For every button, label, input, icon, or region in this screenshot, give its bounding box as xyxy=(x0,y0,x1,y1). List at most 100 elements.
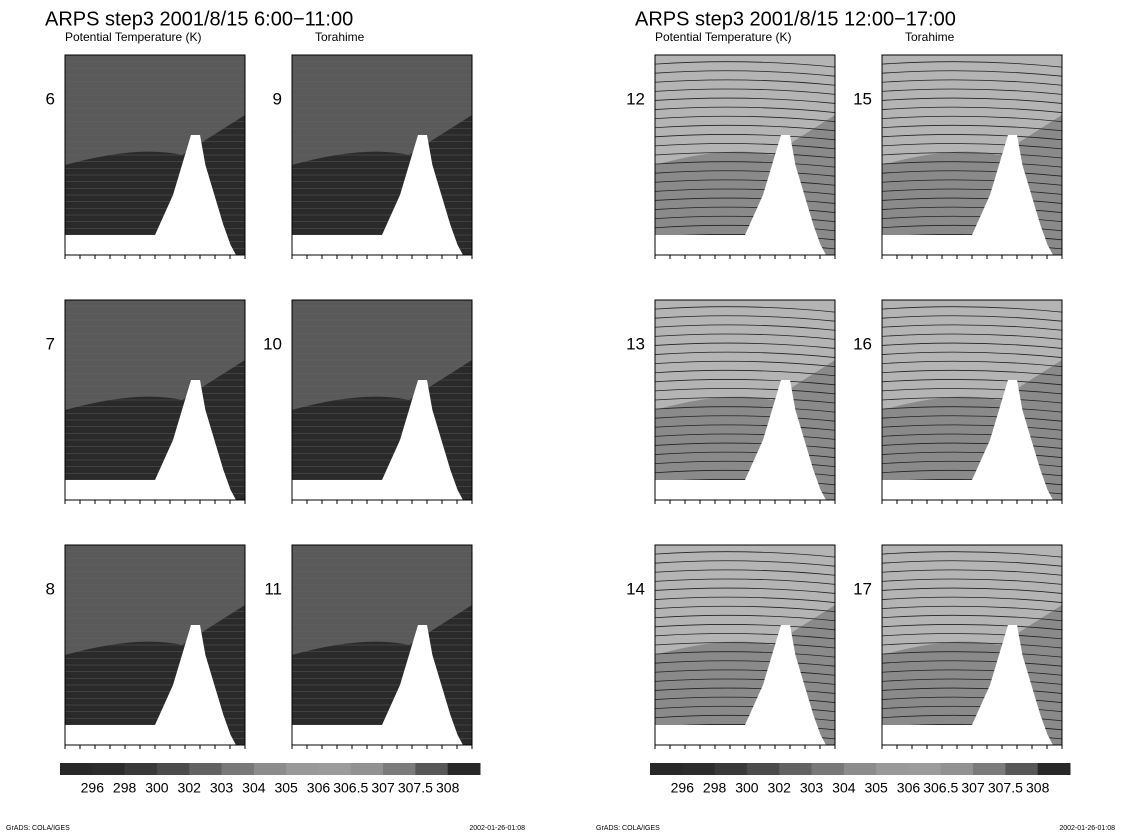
contour-line xyxy=(654,88,836,95)
contour-line xyxy=(654,315,836,322)
contour-line xyxy=(654,179,836,186)
contour-line xyxy=(881,152,1063,159)
contour-line xyxy=(654,451,836,458)
terrain xyxy=(65,625,236,745)
contour-line xyxy=(881,79,1063,86)
contour-line xyxy=(654,324,836,331)
contour-line xyxy=(654,351,836,358)
contour-line xyxy=(654,578,836,585)
contour-line xyxy=(654,306,836,313)
contour-line xyxy=(654,587,836,594)
colorbar-label: 307 xyxy=(961,780,985,796)
colorbar-cell xyxy=(447,763,481,775)
colorbar-label: 303 xyxy=(800,780,824,796)
contour-line xyxy=(654,424,836,431)
contour-line xyxy=(881,678,1063,685)
contour-line xyxy=(881,705,1063,713)
contour-line xyxy=(654,342,836,349)
contour-line xyxy=(881,397,1063,404)
contour-line xyxy=(654,633,836,640)
panel-column-label: Torahime xyxy=(905,30,955,44)
colorbar-label: 303 xyxy=(210,780,234,796)
footer-right: 2002-01-26-01:08 xyxy=(469,825,525,832)
colorbar-label: 305 xyxy=(274,780,298,796)
terrain xyxy=(292,135,463,255)
contour-line xyxy=(881,624,1063,631)
contour-line xyxy=(881,143,1063,150)
contour-line xyxy=(881,188,1063,195)
contour-line xyxy=(654,678,836,685)
panel-number: 14 xyxy=(626,579,645,598)
colorbar-label: 300 xyxy=(145,780,169,796)
contour-line xyxy=(881,406,1063,413)
contour-line xyxy=(881,124,1063,132)
contour-line xyxy=(881,660,1063,667)
contour-line xyxy=(881,315,1063,322)
contour-line xyxy=(654,596,836,603)
contour-line xyxy=(881,442,1063,449)
colorbar-label: 306.5 xyxy=(333,780,368,796)
colorbar-label: 304 xyxy=(832,780,856,796)
contour-line xyxy=(881,88,1063,95)
panel-column-label: Potential Temperature (K) xyxy=(655,30,792,44)
contour-line xyxy=(654,624,836,631)
contour-line xyxy=(654,124,836,132)
contour-line xyxy=(881,134,1063,141)
contour-line xyxy=(881,460,1063,468)
colorbar-label: 298 xyxy=(113,780,137,796)
colorbar-cell xyxy=(92,763,126,775)
contour-line xyxy=(654,433,836,440)
footer-left: GrADS: COLA/IGES xyxy=(596,825,660,832)
contour-line xyxy=(654,669,836,676)
contour-line xyxy=(881,451,1063,458)
colorbar-label: 307.5 xyxy=(988,780,1023,796)
colorbar-label: 308 xyxy=(436,780,460,796)
colorbar-cell xyxy=(124,763,158,775)
contour-line xyxy=(881,578,1063,585)
contour-line xyxy=(881,633,1063,640)
contour-line xyxy=(654,605,836,613)
contour-line xyxy=(881,106,1063,113)
terrain xyxy=(882,380,1053,500)
colorbar-label: 306.5 xyxy=(923,780,958,796)
colorbar-label: 307 xyxy=(371,780,395,796)
contour-line xyxy=(654,61,836,68)
contour-line xyxy=(881,306,1063,313)
colorbar-cell xyxy=(189,763,223,775)
terrain xyxy=(292,380,463,500)
contour-line xyxy=(654,206,836,213)
contour-line xyxy=(881,360,1063,368)
contour-line xyxy=(654,333,836,340)
colorbar-label: 302 xyxy=(178,780,202,796)
contour-line xyxy=(654,79,836,86)
terrain xyxy=(292,625,463,745)
contour-line xyxy=(654,70,836,77)
contour-line xyxy=(654,369,836,377)
contour-line xyxy=(654,215,836,223)
contour-line xyxy=(654,197,836,204)
contour-line xyxy=(881,161,1063,168)
panel-number: 8 xyxy=(46,579,55,598)
contour-line xyxy=(654,442,836,449)
panel-number: 9 xyxy=(273,89,282,108)
colorbar-cell xyxy=(1005,763,1039,775)
terrain xyxy=(882,135,1053,255)
contour-line xyxy=(654,642,836,649)
contour-line xyxy=(881,388,1063,395)
contour-line xyxy=(881,324,1063,331)
colorbar-label: 296 xyxy=(671,780,695,796)
panel-number: 13 xyxy=(626,334,645,353)
contour-line xyxy=(654,651,836,658)
contour-line xyxy=(881,197,1063,204)
contour-line xyxy=(654,614,836,622)
terrain xyxy=(882,625,1053,745)
contour-line xyxy=(881,560,1063,567)
contour-line xyxy=(654,379,836,386)
contour-line xyxy=(881,415,1063,422)
colorbar-label: 302 xyxy=(768,780,792,796)
colorbar-cell xyxy=(682,763,716,775)
figure-title: ARPS step3 2001/8/15 6:00−11:00 xyxy=(45,8,353,30)
contour-line xyxy=(654,569,836,576)
colorbar-cell xyxy=(383,763,416,775)
